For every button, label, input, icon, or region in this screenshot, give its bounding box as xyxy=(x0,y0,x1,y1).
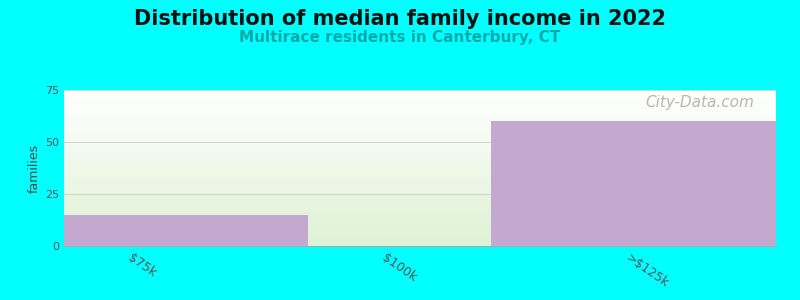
Text: Multirace residents in Canterbury, CT: Multirace residents in Canterbury, CT xyxy=(239,30,561,45)
Text: Distribution of median family income in 2022: Distribution of median family income in … xyxy=(134,9,666,29)
Text: City-Data.com: City-Data.com xyxy=(646,95,754,110)
Y-axis label: families: families xyxy=(28,143,41,193)
Bar xyxy=(64,215,308,246)
Bar xyxy=(491,121,776,246)
